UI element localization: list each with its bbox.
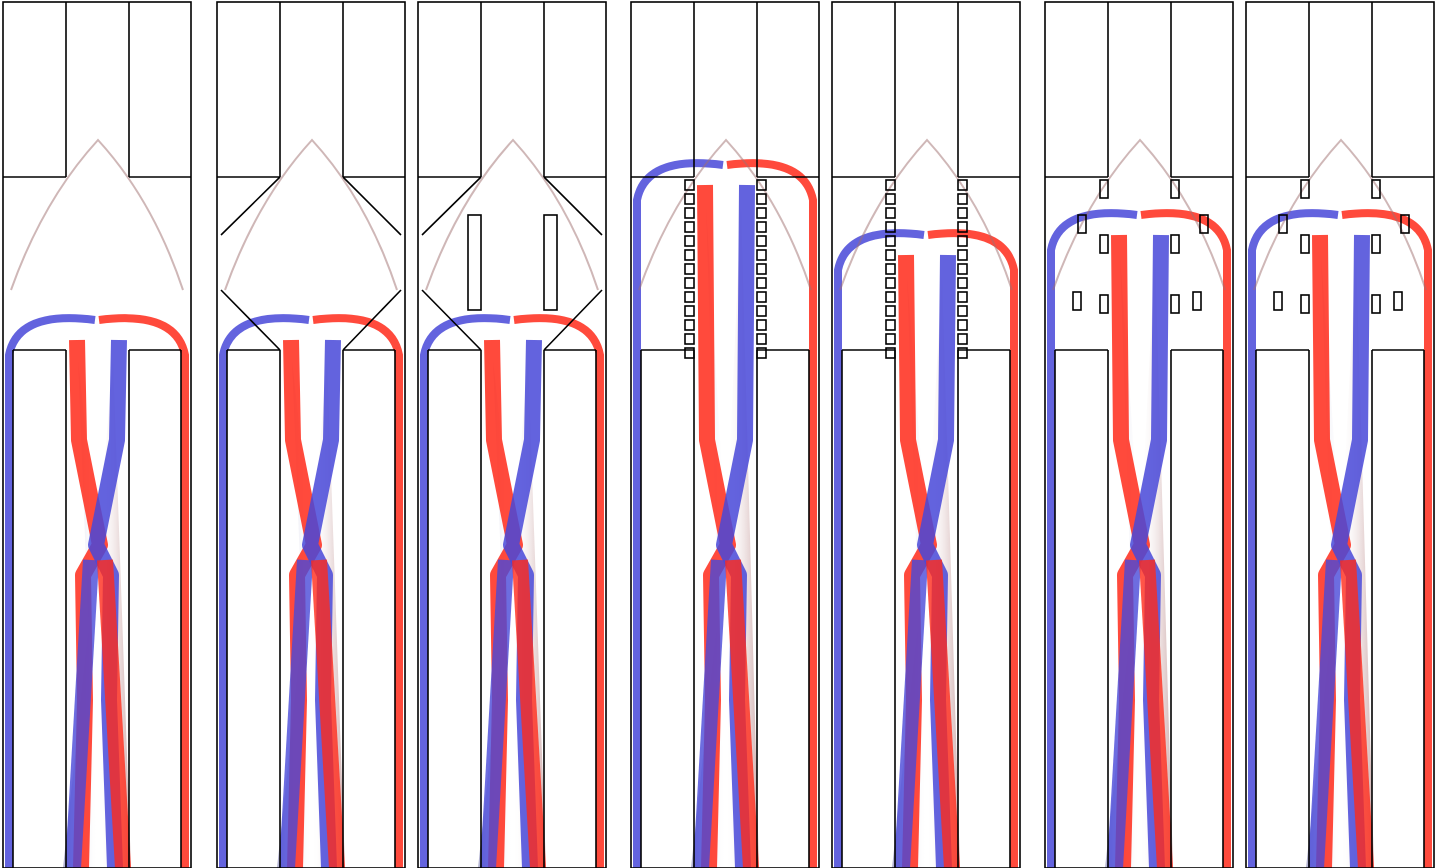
simulation-figure [0, 0, 1435, 868]
baffle [468, 215, 481, 310]
fin [685, 194, 694, 204]
fin [757, 208, 766, 218]
wall [343, 177, 401, 235]
shock-line [840, 140, 1012, 290]
fin [685, 292, 694, 302]
fin [958, 194, 967, 204]
post [1171, 295, 1179, 313]
post [1394, 292, 1402, 310]
wall [221, 177, 280, 235]
fin [958, 306, 967, 316]
fin [757, 292, 766, 302]
panel-border [631, 2, 819, 868]
fin [757, 278, 766, 288]
fin [958, 208, 967, 218]
shock-line [639, 140, 811, 290]
shock-line [11, 140, 183, 290]
fin [685, 236, 694, 246]
shock-line [225, 140, 397, 290]
fin [958, 334, 967, 344]
post [1171, 235, 1179, 253]
wall [422, 177, 481, 235]
fin [685, 334, 694, 344]
fin [757, 320, 766, 330]
baffle [544, 215, 557, 310]
page: (() => { JSON.parse(document.getElementB… [0, 0, 1435, 868]
fin [958, 250, 967, 260]
fin [886, 250, 895, 260]
fin [757, 250, 766, 260]
fin [685, 278, 694, 288]
fin [757, 264, 766, 274]
fin [958, 320, 967, 330]
fin [886, 264, 895, 274]
panel-border [1246, 2, 1434, 868]
post [1100, 235, 1108, 253]
post [1301, 295, 1309, 313]
fin [757, 194, 766, 204]
post [1274, 292, 1282, 310]
fin [886, 194, 895, 204]
fin [757, 222, 766, 232]
panel-border [3, 2, 191, 868]
fin [685, 222, 694, 232]
panel-border [1045, 2, 1233, 868]
fin [886, 292, 895, 302]
fin [886, 278, 895, 288]
post [1301, 235, 1309, 253]
fin [757, 306, 766, 316]
post [1372, 235, 1380, 253]
fin [757, 236, 766, 246]
fin [886, 306, 895, 316]
fin [958, 278, 967, 288]
panel-border [217, 2, 405, 868]
post [1372, 295, 1380, 313]
fin [757, 334, 766, 344]
fin [685, 264, 694, 274]
fin [958, 264, 967, 274]
fin [685, 320, 694, 330]
fin [685, 250, 694, 260]
panel-border [418, 2, 606, 868]
panel-border [832, 2, 1020, 868]
fin [886, 208, 895, 218]
post [1073, 292, 1081, 310]
fin [685, 208, 694, 218]
post [1193, 292, 1201, 310]
fin [685, 306, 694, 316]
fin [886, 334, 895, 344]
fin [958, 292, 967, 302]
fin [886, 320, 895, 330]
wall [544, 177, 602, 235]
post [1100, 295, 1108, 313]
shock-line [426, 140, 598, 290]
